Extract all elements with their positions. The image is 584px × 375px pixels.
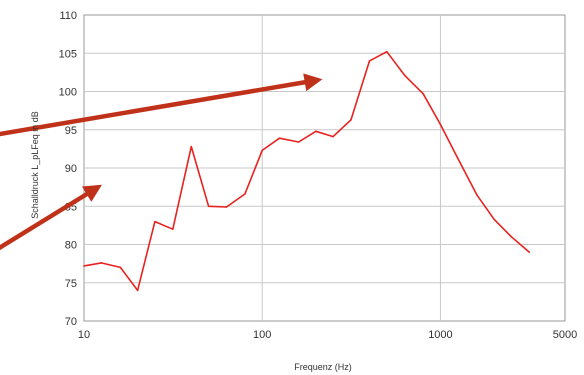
series-group (83, 50, 531, 292)
data-point (332, 135, 334, 138)
data-point (261, 149, 264, 152)
y-tick-label: 75 (65, 278, 77, 290)
data-point (422, 92, 424, 95)
y-tick-label: 110 (59, 10, 77, 22)
data-point (278, 137, 281, 139)
y-tick-label: 80 (65, 240, 77, 252)
x-tick-label: 5000 (553, 329, 577, 341)
data-point (510, 236, 513, 238)
x-axis-label: Frequenz (Hz) (294, 362, 352, 372)
data-point (350, 119, 352, 121)
data-point (244, 193, 246, 195)
y-tick-label: 95 (65, 125, 77, 137)
data-point (315, 130, 317, 133)
annotation-arrow (0, 184, 102, 251)
data-point (456, 157, 459, 159)
series-line (83, 50, 530, 292)
data-point (439, 123, 442, 126)
data-point (154, 220, 156, 223)
y-tick-label: 105 (59, 48, 77, 60)
data-point (83, 265, 85, 267)
data-point (190, 145, 193, 148)
x-tick-label: 10 (78, 329, 90, 341)
data-point (476, 193, 478, 196)
y-axis-label: Schalldruck L_pLFeq in dB (30, 111, 40, 219)
data-point (528, 251, 531, 253)
data-point (136, 289, 139, 292)
data-point (207, 205, 210, 208)
data-point (403, 74, 406, 77)
data-point (368, 60, 371, 62)
x-tick-label: 1000 (428, 329, 452, 341)
data-point (119, 266, 122, 269)
data-point (225, 206, 228, 208)
data-point (385, 50, 388, 53)
x-tick-label: 100 (253, 329, 271, 341)
grid (84, 15, 565, 321)
annotations (0, 73, 323, 251)
data-point (100, 262, 103, 264)
y-tick-label: 70 (65, 316, 77, 328)
data-point (297, 141, 300, 143)
y-tick-label: 90 (65, 163, 77, 175)
y-tick-label: 100 (59, 87, 77, 99)
data-point (493, 218, 495, 221)
data-point (172, 228, 174, 230)
annotation-arrow (0, 73, 323, 137)
